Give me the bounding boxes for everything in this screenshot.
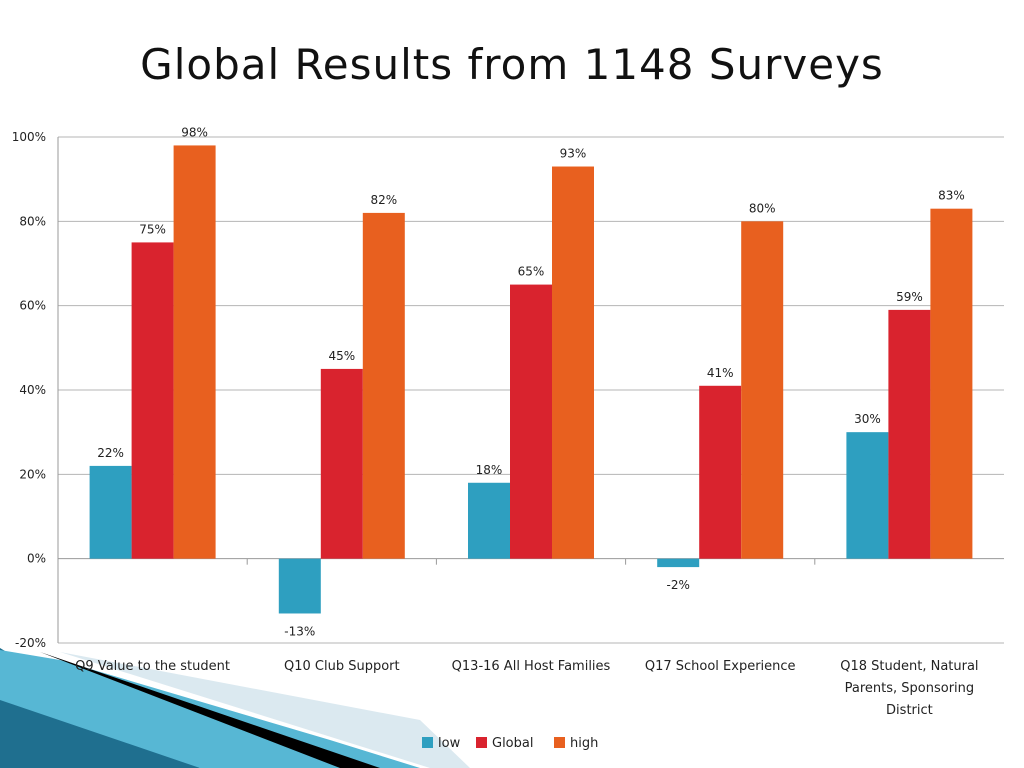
bar-low-2 xyxy=(468,482,510,559)
y-tick-label: 80% xyxy=(19,214,46,228)
legend-label-high: high xyxy=(570,736,598,751)
x-category-label: Q18 Student, Natural xyxy=(840,659,978,674)
data-label: -2% xyxy=(667,578,690,592)
y-tick-label: 0% xyxy=(27,552,46,566)
slide-corner-decoration xyxy=(0,648,470,768)
data-label: 82% xyxy=(370,193,397,207)
data-label: 30% xyxy=(854,412,881,426)
bar-low-4 xyxy=(846,432,889,559)
bar-high-2 xyxy=(552,166,594,559)
bar-high-0 xyxy=(173,145,216,559)
data-label: 93% xyxy=(560,147,587,161)
data-label: 41% xyxy=(707,366,734,380)
data-label: -13% xyxy=(284,624,315,638)
legend-swatch-low xyxy=(422,737,433,748)
bar-global-0 xyxy=(131,242,174,559)
legend-swatch-global xyxy=(476,737,487,748)
bar-global-3 xyxy=(699,385,742,559)
bar-global-1 xyxy=(320,368,363,559)
bar-low-3 xyxy=(657,558,700,568)
bar-high-3 xyxy=(741,221,784,559)
y-tick-label: 60% xyxy=(19,299,46,313)
bar-high-4 xyxy=(930,208,973,559)
data-label: 45% xyxy=(328,349,355,363)
data-label: 80% xyxy=(749,201,776,215)
x-category-label: Q9 Value to the student xyxy=(75,659,230,674)
data-label: 22% xyxy=(97,446,124,460)
y-tick-label: 20% xyxy=(19,467,46,481)
y-tick-label: 40% xyxy=(19,383,46,397)
data-label: 83% xyxy=(938,189,965,203)
y-tick-label: -20% xyxy=(15,636,46,650)
legend-swatch-high xyxy=(554,737,565,748)
x-category-label: Q13-16 All Host Families xyxy=(452,659,611,674)
data-label: 18% xyxy=(476,463,503,477)
x-category-label: Parents, Sponsoring xyxy=(845,681,975,696)
data-label: 98% xyxy=(181,125,208,139)
data-label: 59% xyxy=(896,290,923,304)
x-category-label: District xyxy=(886,703,933,718)
slide-title: Global Results from 1148 Surveys xyxy=(140,40,884,89)
x-category-label: Q17 School Experience xyxy=(645,659,796,674)
data-label: 65% xyxy=(518,265,545,279)
y-tick-label: 100% xyxy=(12,130,46,144)
legend-label-low: low xyxy=(438,736,461,751)
legend-label-global: Global xyxy=(492,736,533,751)
x-category-label: Q10 Club Support xyxy=(284,659,400,674)
bar-high-1 xyxy=(362,212,405,559)
bar-low-0 xyxy=(89,465,132,559)
bar-global-4 xyxy=(888,309,931,559)
bar-low-1 xyxy=(278,558,321,614)
bar-global-2 xyxy=(510,284,552,559)
data-label: 75% xyxy=(139,222,166,236)
